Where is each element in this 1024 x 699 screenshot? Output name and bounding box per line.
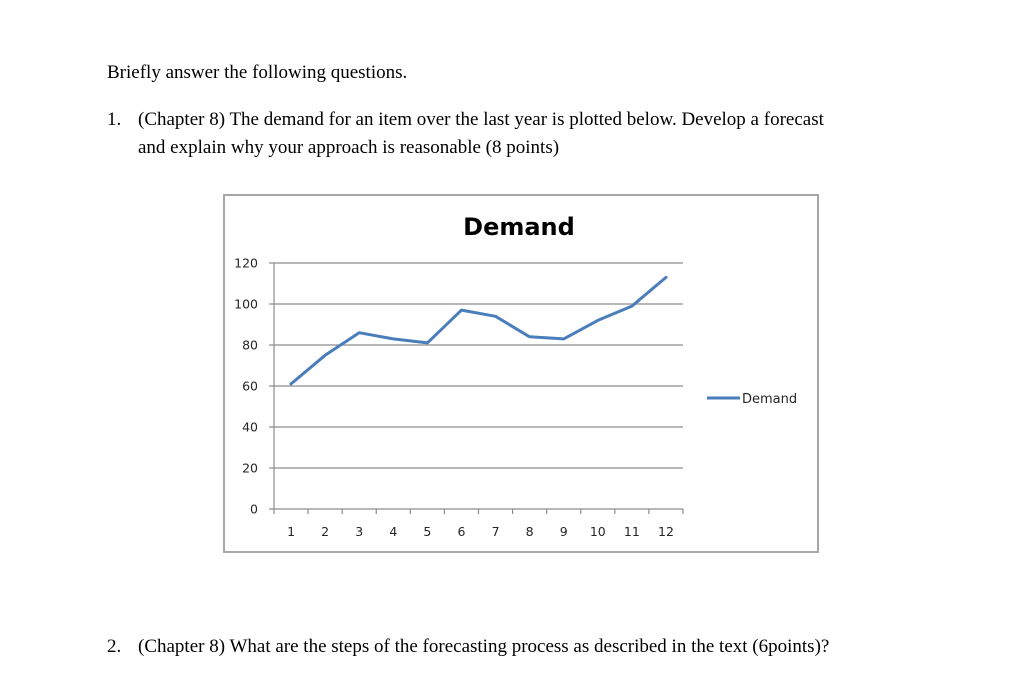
y-tick-label: 40: [242, 420, 258, 435]
instructions-heading: Briefly answer the following questions.: [107, 62, 408, 83]
x-tick-label: 3: [355, 524, 363, 539]
y-tick-label: 60: [242, 379, 258, 394]
question-text: (Chapter 8) What are the steps of the fo…: [138, 633, 829, 661]
x-tick-label: 8: [526, 524, 534, 539]
x-tick-label: 4: [389, 524, 397, 539]
demand-series-line: [289, 275, 668, 386]
demand-chart: Demand 0 20 40 60 80 100 120 1 2 3 4 5 6 7 8 9 10 11 12 D…: [223, 194, 819, 553]
question-number: 2.: [107, 636, 122, 657]
question-line: (Chapter 8) The demand for an item over …: [138, 109, 824, 130]
x-tick-label: 10: [590, 524, 606, 539]
y-axis-labels: 0 20 40 60 80 100 120: [234, 256, 258, 517]
question-line: and explain why your approach is reasona…: [138, 137, 560, 158]
y-tick-label: 100: [234, 297, 258, 312]
axes: [269, 262, 684, 514]
question-number: 1.: [107, 109, 122, 130]
x-tick-label: 6: [457, 524, 465, 539]
y-tick-label: 0: [250, 502, 258, 517]
question-text: (Chapter 8) The demand for an item over …: [138, 106, 824, 162]
y-tick-label: 20: [242, 461, 258, 476]
gridlines: [274, 262, 683, 469]
x-tick-label: 1: [287, 524, 295, 539]
x-tick-label: 9: [560, 524, 568, 539]
chart-legend: Demand: [707, 392, 797, 407]
chart-title: Demand: [463, 213, 575, 241]
y-tick-label: 120: [234, 256, 258, 271]
legend-label: Demand: [742, 392, 797, 407]
question-line: (Chapter 8) What are the steps of the fo…: [138, 636, 830, 657]
x-axis-labels: 1 2 3 4 5 6 7 8 9 10 11 12: [287, 524, 674, 539]
x-tick-label: 11: [624, 524, 640, 539]
x-tick-label: 7: [492, 524, 500, 539]
x-tick-label: 2: [321, 524, 329, 539]
y-tick-label: 80: [242, 338, 258, 353]
x-tick-label: 5: [423, 524, 431, 539]
x-tick-label: 12: [658, 524, 674, 539]
